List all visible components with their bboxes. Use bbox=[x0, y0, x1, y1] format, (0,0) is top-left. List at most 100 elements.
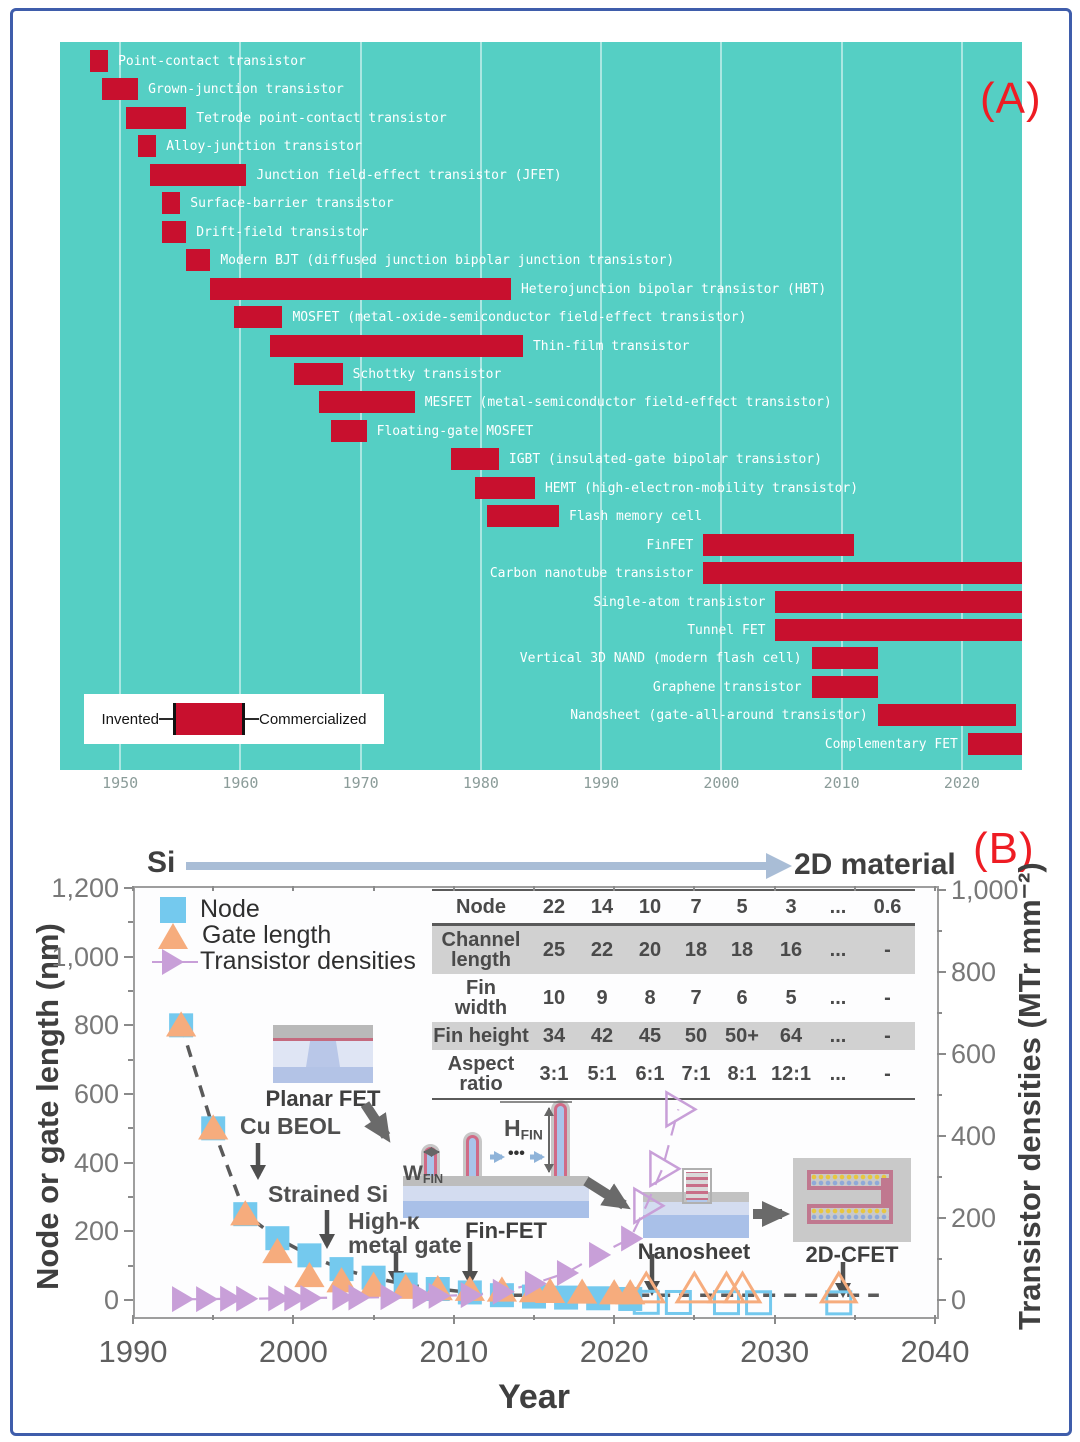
legend-density-label: Transistor densities bbox=[200, 947, 416, 975]
table-cell: ... bbox=[829, 1063, 847, 1085]
gantt-bar bbox=[102, 78, 139, 101]
y-left-label: 1,200 bbox=[51, 873, 119, 903]
table-header-value: 10 bbox=[626, 890, 674, 926]
x-top-tick bbox=[292, 886, 295, 891]
table-cell: 16 bbox=[766, 924, 816, 974]
legend-node-label: Node bbox=[200, 895, 260, 923]
2d-atoms-bottom bbox=[811, 1208, 889, 1220]
gantt-bar-label: Graphene transistor bbox=[652, 679, 802, 695]
x-tick-label-1960: 1960 bbox=[222, 774, 259, 792]
gantt-bar-label: Single-atom transistor bbox=[593, 594, 766, 610]
gantt-bar-label: MESFET (metal-semiconductor field-effect… bbox=[424, 395, 832, 411]
x-tick bbox=[533, 1315, 535, 1320]
gantt-bar bbox=[162, 220, 187, 243]
gridline-1950 bbox=[119, 42, 122, 770]
panel-a-x-axis: 1950 1960 1970 1980 1990 2000 2010 2020 bbox=[60, 774, 1022, 800]
gantt-bar-label: HEMT (high-electron-mobility transistor) bbox=[544, 480, 859, 496]
gantt-bar bbox=[474, 476, 535, 499]
gridline-2020 bbox=[960, 42, 963, 770]
y-right-label: 600 bbox=[951, 1039, 997, 1069]
y-right-label: 200 bbox=[951, 1203, 997, 1233]
y-right-tick bbox=[937, 1217, 946, 1219]
table-header-value: 5 bbox=[718, 890, 766, 926]
gridline-2010 bbox=[840, 42, 843, 770]
x-tick bbox=[613, 1315, 616, 1324]
fin-dimensions-table: Node 22 14 10 7 5 3... 0.6 Channel length 25 22 20 1… bbox=[432, 889, 915, 1100]
x-tick-label-1990: 1990 bbox=[98, 1334, 168, 1369]
density-triangle-icon bbox=[152, 948, 198, 975]
gantt-bar bbox=[775, 619, 1022, 641]
gantt-bar-label: Junction field-effect transistor (JFET) bbox=[256, 167, 562, 183]
table-row: Fin height 34 42 45 50 50+ 64... - bbox=[432, 1022, 915, 1050]
y-right-tick bbox=[937, 1135, 946, 1137]
table-cell: 6:1 bbox=[635, 1063, 665, 1085]
x-tick bbox=[452, 1315, 455, 1324]
gantt-bar-label: Drift-field transistor bbox=[196, 224, 369, 240]
y-left-tick bbox=[124, 887, 133, 889]
gantt-bar bbox=[138, 135, 157, 158]
table-header-value: ... bbox=[816, 890, 860, 926]
gantt-bar-label: Complementary FET bbox=[824, 736, 958, 752]
table-cell: 8:1 bbox=[727, 1063, 757, 1085]
x-top-tick bbox=[773, 886, 776, 891]
x-tick bbox=[693, 1315, 696, 1320]
table-cell: 45 bbox=[626, 1022, 674, 1050]
legend-bar-swatch bbox=[173, 703, 245, 735]
x-tick-label-2010: 2010 bbox=[823, 774, 860, 792]
gantt-bar bbox=[210, 277, 511, 300]
table-cell: 9 bbox=[596, 987, 608, 1009]
y-left-axis-title: Node or gate length (nm) bbox=[30, 923, 65, 1290]
wfin-label: WFIN bbox=[403, 1162, 444, 1187]
y-right-tick bbox=[937, 1094, 942, 1096]
table-cell: 22 bbox=[578, 924, 626, 974]
gantt-bar-label: Surface-barrier transistor bbox=[190, 196, 394, 212]
x-tick-label-1970: 1970 bbox=[342, 774, 379, 792]
gantt-bar bbox=[703, 533, 854, 556]
y-left-tick bbox=[124, 1093, 133, 1095]
table-cell: 3:1 bbox=[539, 1063, 569, 1085]
table-header-value: 22 bbox=[530, 890, 578, 926]
x-tick-label-1990: 1990 bbox=[583, 774, 620, 792]
y-left-label: 800 bbox=[73, 1010, 119, 1041]
y-right-tick bbox=[937, 1299, 946, 1301]
y-left-tick bbox=[124, 1299, 133, 1301]
gantt-bar bbox=[126, 106, 187, 129]
gantt-bar-label: Schottky transistor bbox=[352, 366, 502, 382]
gantt-bar-label: Flash memory cell bbox=[569, 509, 703, 525]
table-cell: 12:1 bbox=[770, 1063, 812, 1085]
table-row-label: Channel length bbox=[432, 924, 530, 974]
gantt-bar bbox=[270, 334, 523, 357]
gridline-1960 bbox=[239, 42, 242, 770]
gantt-bar-label: Nanosheet (gate-all-around transistor) bbox=[570, 708, 868, 724]
gantt-bar bbox=[811, 675, 878, 698]
annotation-strained-si: Strained Si bbox=[268, 1181, 389, 1207]
x-tick-label-2020: 2020 bbox=[579, 1334, 649, 1369]
gantt-bar-label: Grown-junction transistor bbox=[148, 82, 344, 98]
y-right-tick bbox=[937, 889, 946, 891]
y-left-tick bbox=[128, 1264, 133, 1267]
x-tick-label-2040: 2040 bbox=[900, 1334, 970, 1369]
table-cell: ... bbox=[816, 1022, 860, 1050]
legend-right-connector bbox=[245, 718, 259, 720]
x-tick bbox=[934, 1315, 936, 1324]
y-right-label: 400 bbox=[951, 1121, 997, 1151]
x-top-tick bbox=[613, 886, 616, 891]
table-cell: 42 bbox=[578, 1022, 626, 1050]
gantt-bar bbox=[150, 163, 247, 186]
y-right-tick bbox=[937, 1176, 942, 1178]
table-cell: ... bbox=[829, 987, 847, 1009]
panel-a-legend: Invented Commercialized bbox=[84, 694, 384, 744]
table-row-label: Fin width bbox=[454, 977, 508, 1019]
gantt-bar bbox=[318, 391, 415, 414]
table-header-value: 3 bbox=[766, 890, 816, 926]
gate-length-triangle-icon bbox=[158, 922, 188, 949]
gridline-1980 bbox=[479, 42, 482, 770]
y-left-tick bbox=[124, 1161, 133, 1164]
y-left-label: 600 bbox=[73, 1079, 119, 1109]
x-tick-label-2020: 2020 bbox=[943, 774, 980, 792]
gantt-bar bbox=[330, 419, 367, 442]
x-axis-title: Year bbox=[498, 1378, 570, 1416]
legend-invented-label: Invented bbox=[101, 710, 159, 728]
x-tick bbox=[853, 1315, 856, 1320]
y-right-label: 1,000 bbox=[951, 875, 1019, 905]
